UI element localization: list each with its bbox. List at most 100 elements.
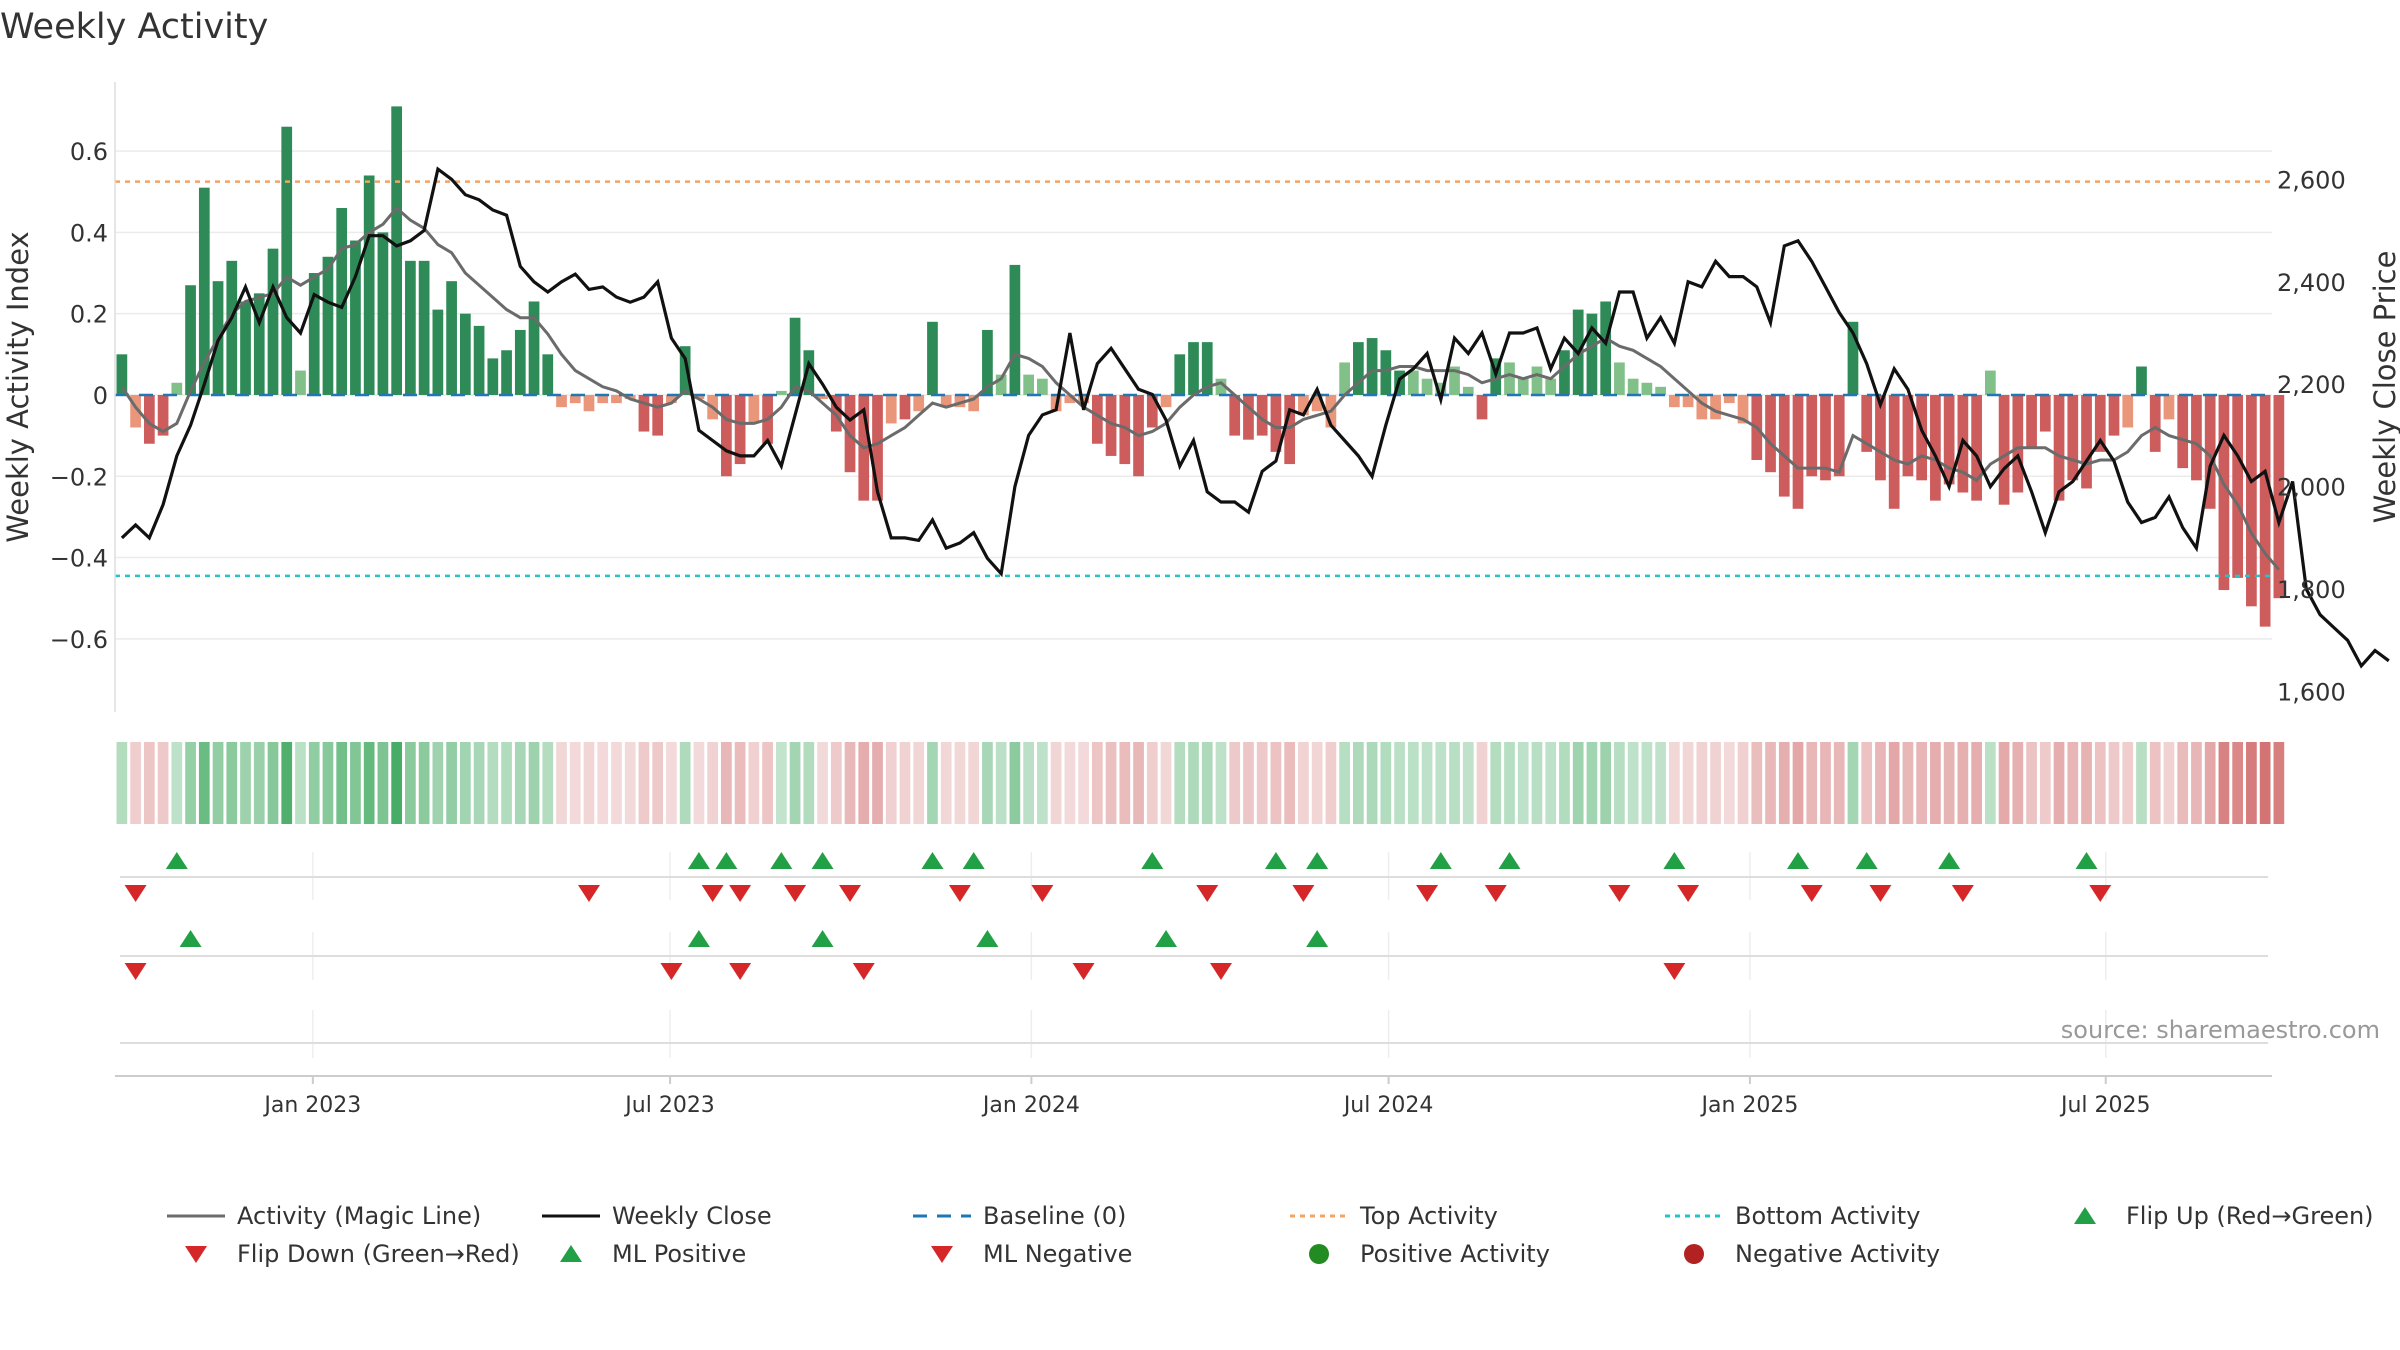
- heat-cell: [1600, 742, 1612, 824]
- activity-bar: [1669, 394, 1680, 408]
- heat-cell: [281, 742, 293, 824]
- heat-cell: [1078, 742, 1089, 824]
- heat-cell: [1847, 742, 1859, 824]
- legend-swatch: [1684, 1244, 1704, 1264]
- activity-bar: [1655, 386, 1666, 395]
- legend-swatch: [1309, 1244, 1329, 1264]
- heat-cell: [995, 742, 1007, 824]
- activity-bar: [1009, 264, 1021, 395]
- heat-cell: [1133, 742, 1144, 824]
- heat-cell: [899, 742, 911, 824]
- heat-cell: [2232, 742, 2244, 824]
- y2-tick-label: 2,000: [2277, 474, 2346, 502]
- activity-bar: [267, 248, 279, 395]
- x-tick-label: Jul 2023: [623, 1093, 715, 1118]
- flip-down-marker: [784, 885, 807, 902]
- heat-cell: [1476, 742, 1488, 824]
- heat-cell: [1778, 742, 1790, 824]
- heat-cell: [1517, 742, 1529, 824]
- activity-bar: [1559, 350, 1570, 395]
- activity-bar: [295, 370, 306, 395]
- heat-cell: [1641, 742, 1653, 824]
- activity-bar: [2012, 394, 2024, 493]
- activity-bar: [2273, 394, 2285, 599]
- activity-bar: [1256, 394, 1268, 436]
- activity-bar: [2259, 394, 2271, 627]
- x-tick-label: Jan 2025: [1699, 1093, 1798, 1118]
- activity-bar: [1984, 370, 1996, 395]
- activity-bar: [1641, 382, 1653, 395]
- ml-negative-marker: [852, 963, 875, 980]
- heat-cell: [212, 742, 224, 824]
- activity-bar: [1078, 394, 1089, 404]
- heat-cell: [1806, 742, 1818, 824]
- legend-label: Negative Activity: [1735, 1240, 1940, 1268]
- ml-positive-marker: [976, 930, 999, 947]
- heat-cell: [2246, 742, 2257, 824]
- heat-cell: [1188, 742, 1199, 824]
- activity-bar: [1545, 378, 1557, 395]
- legend-label: Flip Down (Green→Red): [237, 1240, 520, 1268]
- heat-cell: [432, 742, 444, 824]
- heat-cell: [1174, 742, 1186, 824]
- legend-baseline: Baseline (0): [913, 1202, 1126, 1230]
- heat-cell: [295, 742, 306, 824]
- activity-bar: [1091, 394, 1103, 444]
- heat-cell: [1421, 742, 1433, 824]
- flip-up-marker: [687, 852, 710, 869]
- heat-cell: [624, 742, 636, 824]
- heat-cell: [542, 742, 554, 824]
- flip-up-marker: [1429, 852, 1452, 869]
- heat-cell: [1559, 742, 1570, 824]
- heat-cell: [2053, 742, 2065, 824]
- activity-bar: [1298, 394, 1309, 416]
- heat-cell: [830, 742, 842, 824]
- heat-cell: [198, 742, 210, 824]
- y2-tick-label: 1,800: [2277, 576, 2346, 604]
- heat-cell: [1284, 742, 1296, 824]
- flip-down-marker: [839, 885, 862, 902]
- heat-cell: [1930, 742, 1941, 824]
- activity-bar: [1517, 378, 1529, 395]
- heat-cell: [1201, 742, 1213, 824]
- activity-heat-strip: [116, 742, 2285, 824]
- activity-bar: [487, 358, 499, 395]
- legend-label: Baseline (0): [983, 1202, 1126, 1230]
- activity-bar: [377, 232, 389, 395]
- legend-label: Top Activity: [1359, 1202, 1498, 1230]
- activity-bar: [2149, 394, 2161, 452]
- flip-down-marker: [1031, 885, 1054, 902]
- heat-cell: [1462, 742, 1474, 824]
- activity-bar: [514, 329, 526, 395]
- flip-down-marker: [1608, 885, 1631, 902]
- activity-bar: [446, 281, 457, 395]
- axes: 0.6 0.4 0.2 0 −0.2 −0.4 −0.6 2,600 2,400 2,200 2,0…: [50, 82, 2346, 712]
- y2-tick-label: 2,600: [2277, 166, 2346, 194]
- legend-magic-line: Activity (Magic Line): [167, 1202, 481, 1230]
- flip-up-marker: [811, 852, 834, 869]
- ml-negative-marker: [124, 963, 147, 980]
- activity-bar: [2246, 394, 2257, 607]
- y-axis-label: Weekly Activity Index: [1, 231, 35, 542]
- gridlines: [115, 150, 2272, 1058]
- flip-down-marker: [1677, 885, 1700, 902]
- heat-cell: [1353, 742, 1364, 824]
- activity-bar: [350, 240, 361, 395]
- heat-cell: [1833, 742, 1845, 824]
- y-tick-label: −0.2: [50, 463, 108, 491]
- legend-swatch: [560, 1245, 582, 1262]
- activity-bar: [1696, 394, 1708, 420]
- heat-cell: [1490, 742, 1502, 824]
- heat-cell: [1311, 742, 1323, 824]
- activity-bar: [198, 187, 210, 395]
- flip-down-marker: [1196, 885, 1219, 902]
- flip-down-marker: [577, 885, 600, 902]
- legend-label: Activity (Magic Line): [237, 1202, 481, 1230]
- activity-bar: [927, 321, 938, 395]
- heat-cell: [872, 742, 883, 824]
- activity-bar: [652, 394, 664, 436]
- heat-cell: [1545, 742, 1557, 824]
- heat-cell: [501, 742, 512, 824]
- heat-cell: [982, 742, 993, 824]
